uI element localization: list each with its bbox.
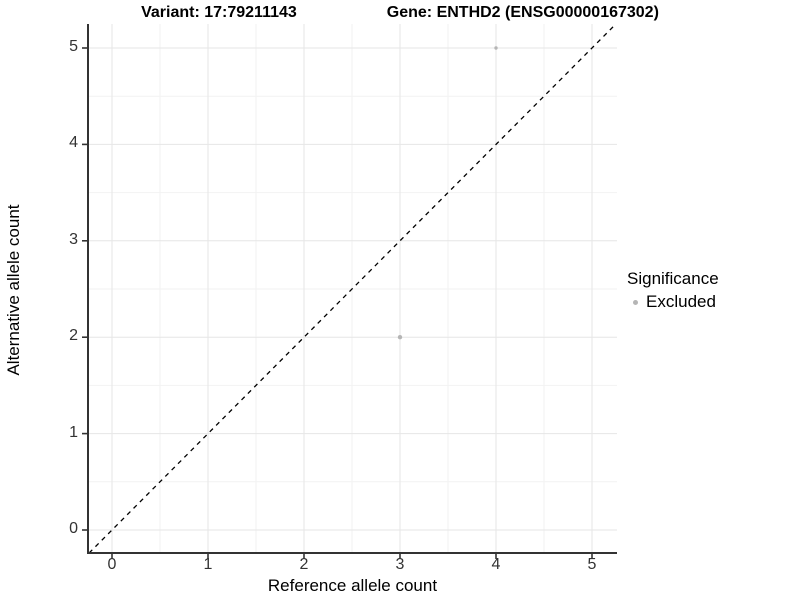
legend: Significance Excluded: [627, 269, 719, 312]
x-tick-label: 4: [491, 556, 501, 573]
y-tick-label: 1: [69, 423, 78, 441]
legend-item-excluded: Excluded: [627, 292, 719, 312]
y-tick-label: 5: [69, 38, 78, 55]
y-tick-label: 0: [69, 520, 78, 537]
x-tick-label: 3: [395, 556, 405, 573]
x-tick-label: 5: [587, 556, 597, 573]
legend-item-label: Excluded: [646, 292, 716, 311]
x-tick-label: 2: [299, 556, 309, 573]
data-point: [397, 335, 403, 340]
plot-titles: Variant: 17:79211143 Gene: ENTHD2 (ENSG0…: [0, 4, 800, 22]
gene-title: Gene: ENTHD2 (ENSG00000167302): [386, 4, 659, 21]
legend-title: Significance: [627, 269, 719, 288]
excluded-point-icon: [629, 296, 641, 308]
y-tick-label: 3: [69, 230, 78, 248]
y-tick-label: 4: [69, 134, 78, 152]
y-tick-label: 2: [69, 327, 78, 345]
data-point: [494, 46, 498, 50]
variant-title: Variant: 17:79211143: [141, 4, 297, 21]
x-tick-label: 1: [203, 556, 213, 573]
y-axis-title: Alternative allele count: [4, 204, 23, 376]
x-axis-title: Reference allele count: [267, 576, 438, 595]
identity-dashed-line: [88, 23, 617, 554]
x-tick-label: 0: [107, 556, 117, 573]
